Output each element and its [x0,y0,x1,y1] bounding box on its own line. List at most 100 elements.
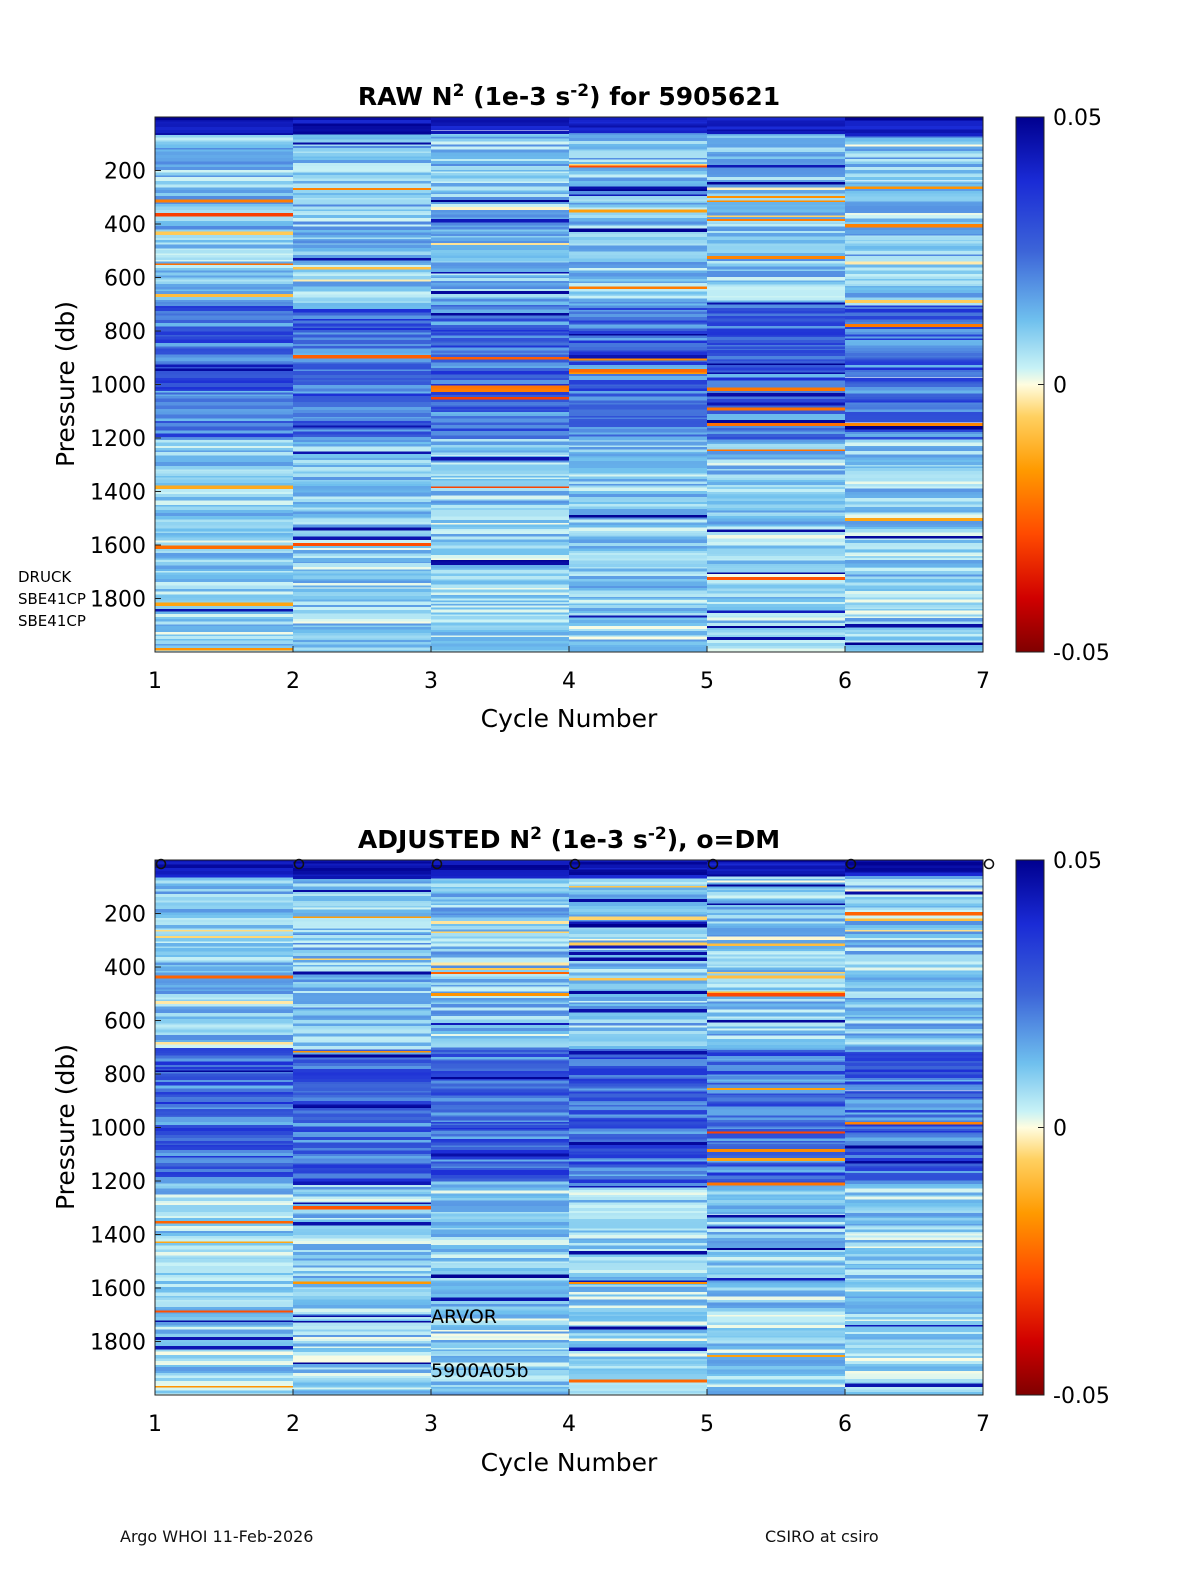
heatmap-cell [155,1082,293,1086]
heatmap-cell [845,1284,983,1288]
heatmap-cell [845,1271,983,1276]
colorbar-tick-label: 0 [1053,374,1067,399]
heatmap-cell [707,1169,845,1173]
heatmap-cell [845,1084,983,1087]
heatmap-cell [845,1090,983,1092]
heatmap-cell [569,305,707,308]
heatmap-cell [707,263,845,267]
heatmap-cell [293,422,431,426]
heatmap-cell [569,636,707,640]
heatmap-cell [707,1111,845,1116]
heatmap-cell [707,126,845,130]
heatmap-cell [293,1339,431,1341]
heatmap-cell [293,633,431,636]
heatmap-cell [569,1081,707,1084]
heatmap-cell [569,1131,707,1134]
heatmap-cell [293,1247,431,1250]
heatmap-cell [293,1006,431,1008]
heatmap-cell [845,300,983,303]
heatmap-cell [293,1317,431,1320]
heatmap-cell [431,1065,569,1069]
heatmap-cell [155,303,293,307]
heatmap-cell [707,548,845,551]
heatmap-cell [707,292,845,296]
heatmap-cell [293,1104,431,1107]
heatmap-cell [569,566,707,569]
heatmap-cell [845,350,983,354]
heatmap-cell [845,1381,983,1384]
heatmap-cell [293,221,431,225]
heatmap-cell [431,1051,569,1055]
heatmap-cell [845,227,983,231]
heatmap-cell [431,972,569,974]
heatmap-cell [569,1008,707,1013]
heatmap-cell [845,616,983,619]
heatmap-cell [569,599,707,603]
heatmap-cell [569,1266,707,1270]
heatmap-cell [293,587,431,589]
heatmap-cell [845,1148,983,1153]
heatmap-cell [845,1051,983,1054]
heatmap-cell [293,886,431,890]
heatmap-cell [155,585,293,589]
heatmap-cell [569,1291,707,1295]
heatmap-cell [293,1153,431,1156]
heatmap-cell [569,468,707,470]
heatmap-cell [155,1006,293,1010]
heatmap-cell [155,482,293,486]
heatmap-cell [293,312,431,316]
heatmap-cell [431,408,569,411]
heatmap-cell [845,1353,983,1356]
heatmap-cell [707,430,845,433]
heatmap-cell [845,207,983,211]
heatmap-cell [707,1001,845,1004]
heatmap-cell [845,1342,983,1345]
heatmap-cell [155,389,293,391]
heatmap-cell [155,650,293,652]
heatmap-cell [845,464,983,467]
heatmap-cell [569,203,707,205]
heatmap-cell [293,206,431,210]
heatmap-cell [707,1340,845,1344]
heatmap-cell [569,539,707,544]
heatmap-cell [293,328,431,330]
heatmap-cell [293,448,431,452]
heatmap-cell [845,397,983,400]
heatmap-cell [431,1357,569,1361]
heatmap-cell [569,605,707,609]
heatmap-cell [431,1035,569,1039]
heatmap-cell [707,377,845,381]
heatmap-cell [845,624,983,628]
heatmap-cell [293,226,431,231]
heatmap-cell [569,307,707,310]
heatmap-cell [293,128,431,132]
heatmap-cell [155,645,293,649]
heatmap-cell [155,1000,293,1005]
heatmap-cell [155,383,293,386]
heatmap-cell [845,1020,983,1024]
heatmap-cell [707,364,845,368]
heatmap-cell [569,1302,707,1306]
heatmap-cell [707,612,845,617]
heatmap-cell [845,582,983,586]
heatmap-cell [569,1109,707,1112]
heatmap-cell [707,432,845,434]
heatmap-cell [845,274,983,277]
heatmap-cell [293,271,431,274]
heatmap-cell [293,213,431,216]
heatmap-cell [569,476,707,480]
heatmap-cell [569,916,707,920]
heatmap-cell [569,1101,707,1103]
heatmap-cell [569,165,707,168]
heatmap-cell [845,1366,983,1369]
colorbar-tick: -0.05 [1038,1384,1110,1409]
heatmap-cell [707,1129,845,1132]
heatmap-cell [293,647,431,650]
heatmap-cell [707,224,845,227]
heatmap-cell [569,875,707,879]
heatmap-cell [431,1163,569,1167]
heatmap-cell [569,1159,707,1162]
heatmap-cell [293,1241,431,1245]
heatmap-cell [569,1360,707,1365]
